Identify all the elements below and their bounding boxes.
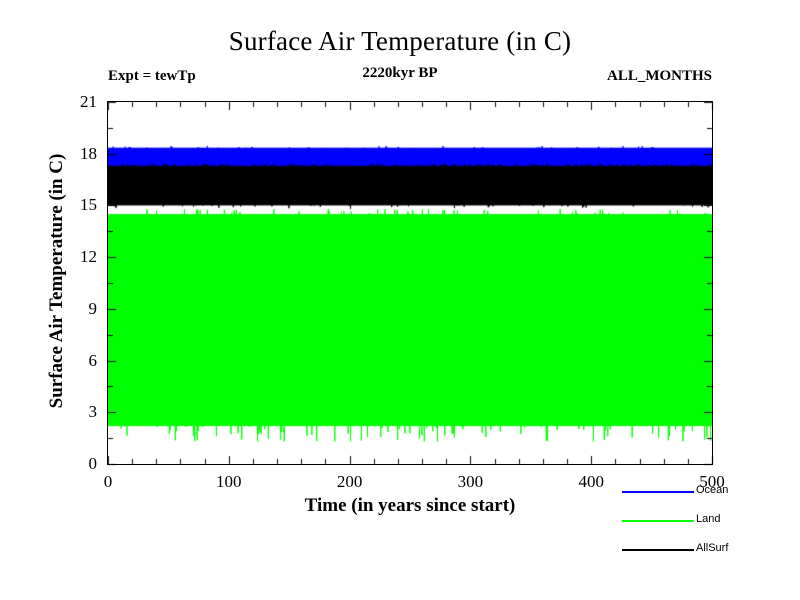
- x-axis-title: Time (in years since start): [304, 495, 516, 516]
- legend-label: Ocean: [696, 484, 729, 496]
- legend-color-swatch: [622, 549, 694, 551]
- months-label: ALL_MONTHS: [606, 68, 712, 84]
- y-tick-label: 6: [88, 350, 98, 370]
- x-tick-label: 500: [699, 472, 725, 491]
- y-tick-label: 21: [80, 92, 97, 111]
- legend-color-swatch: [622, 520, 694, 522]
- x-tick-label: 100: [216, 472, 242, 491]
- plot-frame: [107, 101, 713, 465]
- x-tick-label: 300: [457, 472, 484, 491]
- y-tick-label: 15: [80, 195, 97, 215]
- x-tick-label: 400: [578, 472, 604, 491]
- y-tick-label: 12: [80, 247, 97, 267]
- x-tick-label: 0: [103, 472, 113, 491]
- y-tick-label: 18: [80, 143, 97, 163]
- legend-color-swatch: [622, 491, 694, 493]
- legend: Ocean Land AllSurf: [622, 483, 792, 570]
- y-tick-label: 9: [88, 298, 98, 318]
- legend-item: Land: [622, 512, 792, 541]
- y-tick-label: 3: [88, 402, 98, 422]
- legend-item: AllSurf: [622, 541, 792, 570]
- y-tick-label: 0: [88, 454, 98, 473]
- page-title: Surface Air Temperature (in C): [228, 26, 572, 56]
- y-axis-title: Surface Air Temperature (in C): [46, 153, 67, 409]
- legend-label: AllSurf: [696, 542, 729, 554]
- legend-item: Ocean: [622, 483, 792, 512]
- x-tick-label: 200: [336, 472, 363, 491]
- legend-label: Land: [696, 513, 721, 525]
